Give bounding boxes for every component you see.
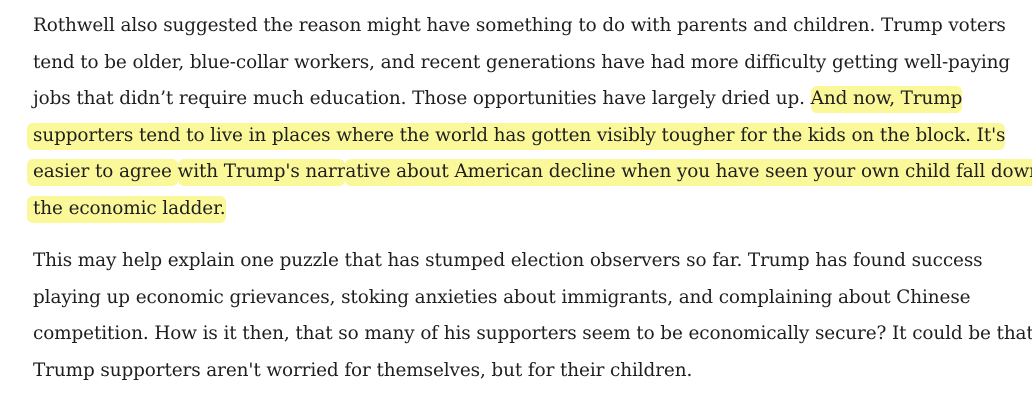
- paragraph-1-line-6: the economic ladder.: [27, 191, 993, 228]
- highlighted-text: supporters tend to live in places where …: [27, 122, 1006, 150]
- paragraph-2-line-3: competition. How is it then, that so man…: [33, 323, 1032, 344]
- paragraph-2-line-2: playing up economic grievances, stoking …: [33, 286, 971, 308]
- highlighted-text: ative about American decline when you ha…: [345, 159, 1032, 186]
- paragraph-1-line-4: supporters tend to live in places where …: [27, 118, 1006, 155]
- paragraph-1-line-3: jobs that didn’t require much education.…: [33, 81, 993, 118]
- paragraph-2: This may help explain one puzzle that ha…: [33, 243, 1032, 389]
- highlighted-text: easier to agree: [27, 159, 178, 186]
- article-body: Rothwell also suggested the reason might…: [27, 8, 1032, 389]
- paragraph-2-line-1: This may help explain one puzzle that ha…: [33, 250, 983, 271]
- highlighted-text: with Trump's narr: [177, 159, 346, 186]
- highlighted-text: And now, Trump: [810, 86, 962, 113]
- highlighted-text: the economic ladder.: [27, 195, 226, 223]
- paragraph-1-line-2: tend to be older, blue-collar workers, a…: [33, 51, 1011, 73]
- paragraph-1-line-5: easier to agree with Trump's narrative a…: [27, 154, 1032, 191]
- paragraph-1: Rothwell also suggested the reason might…: [27, 8, 1032, 228]
- paragraph-1-line-1: Rothwell also suggested the reason might…: [33, 15, 1006, 36]
- paragraph-2-line-4: Trump supporters aren't worried for them…: [33, 359, 693, 381]
- plain-text: jobs that didn’t require much education.…: [33, 88, 811, 109]
